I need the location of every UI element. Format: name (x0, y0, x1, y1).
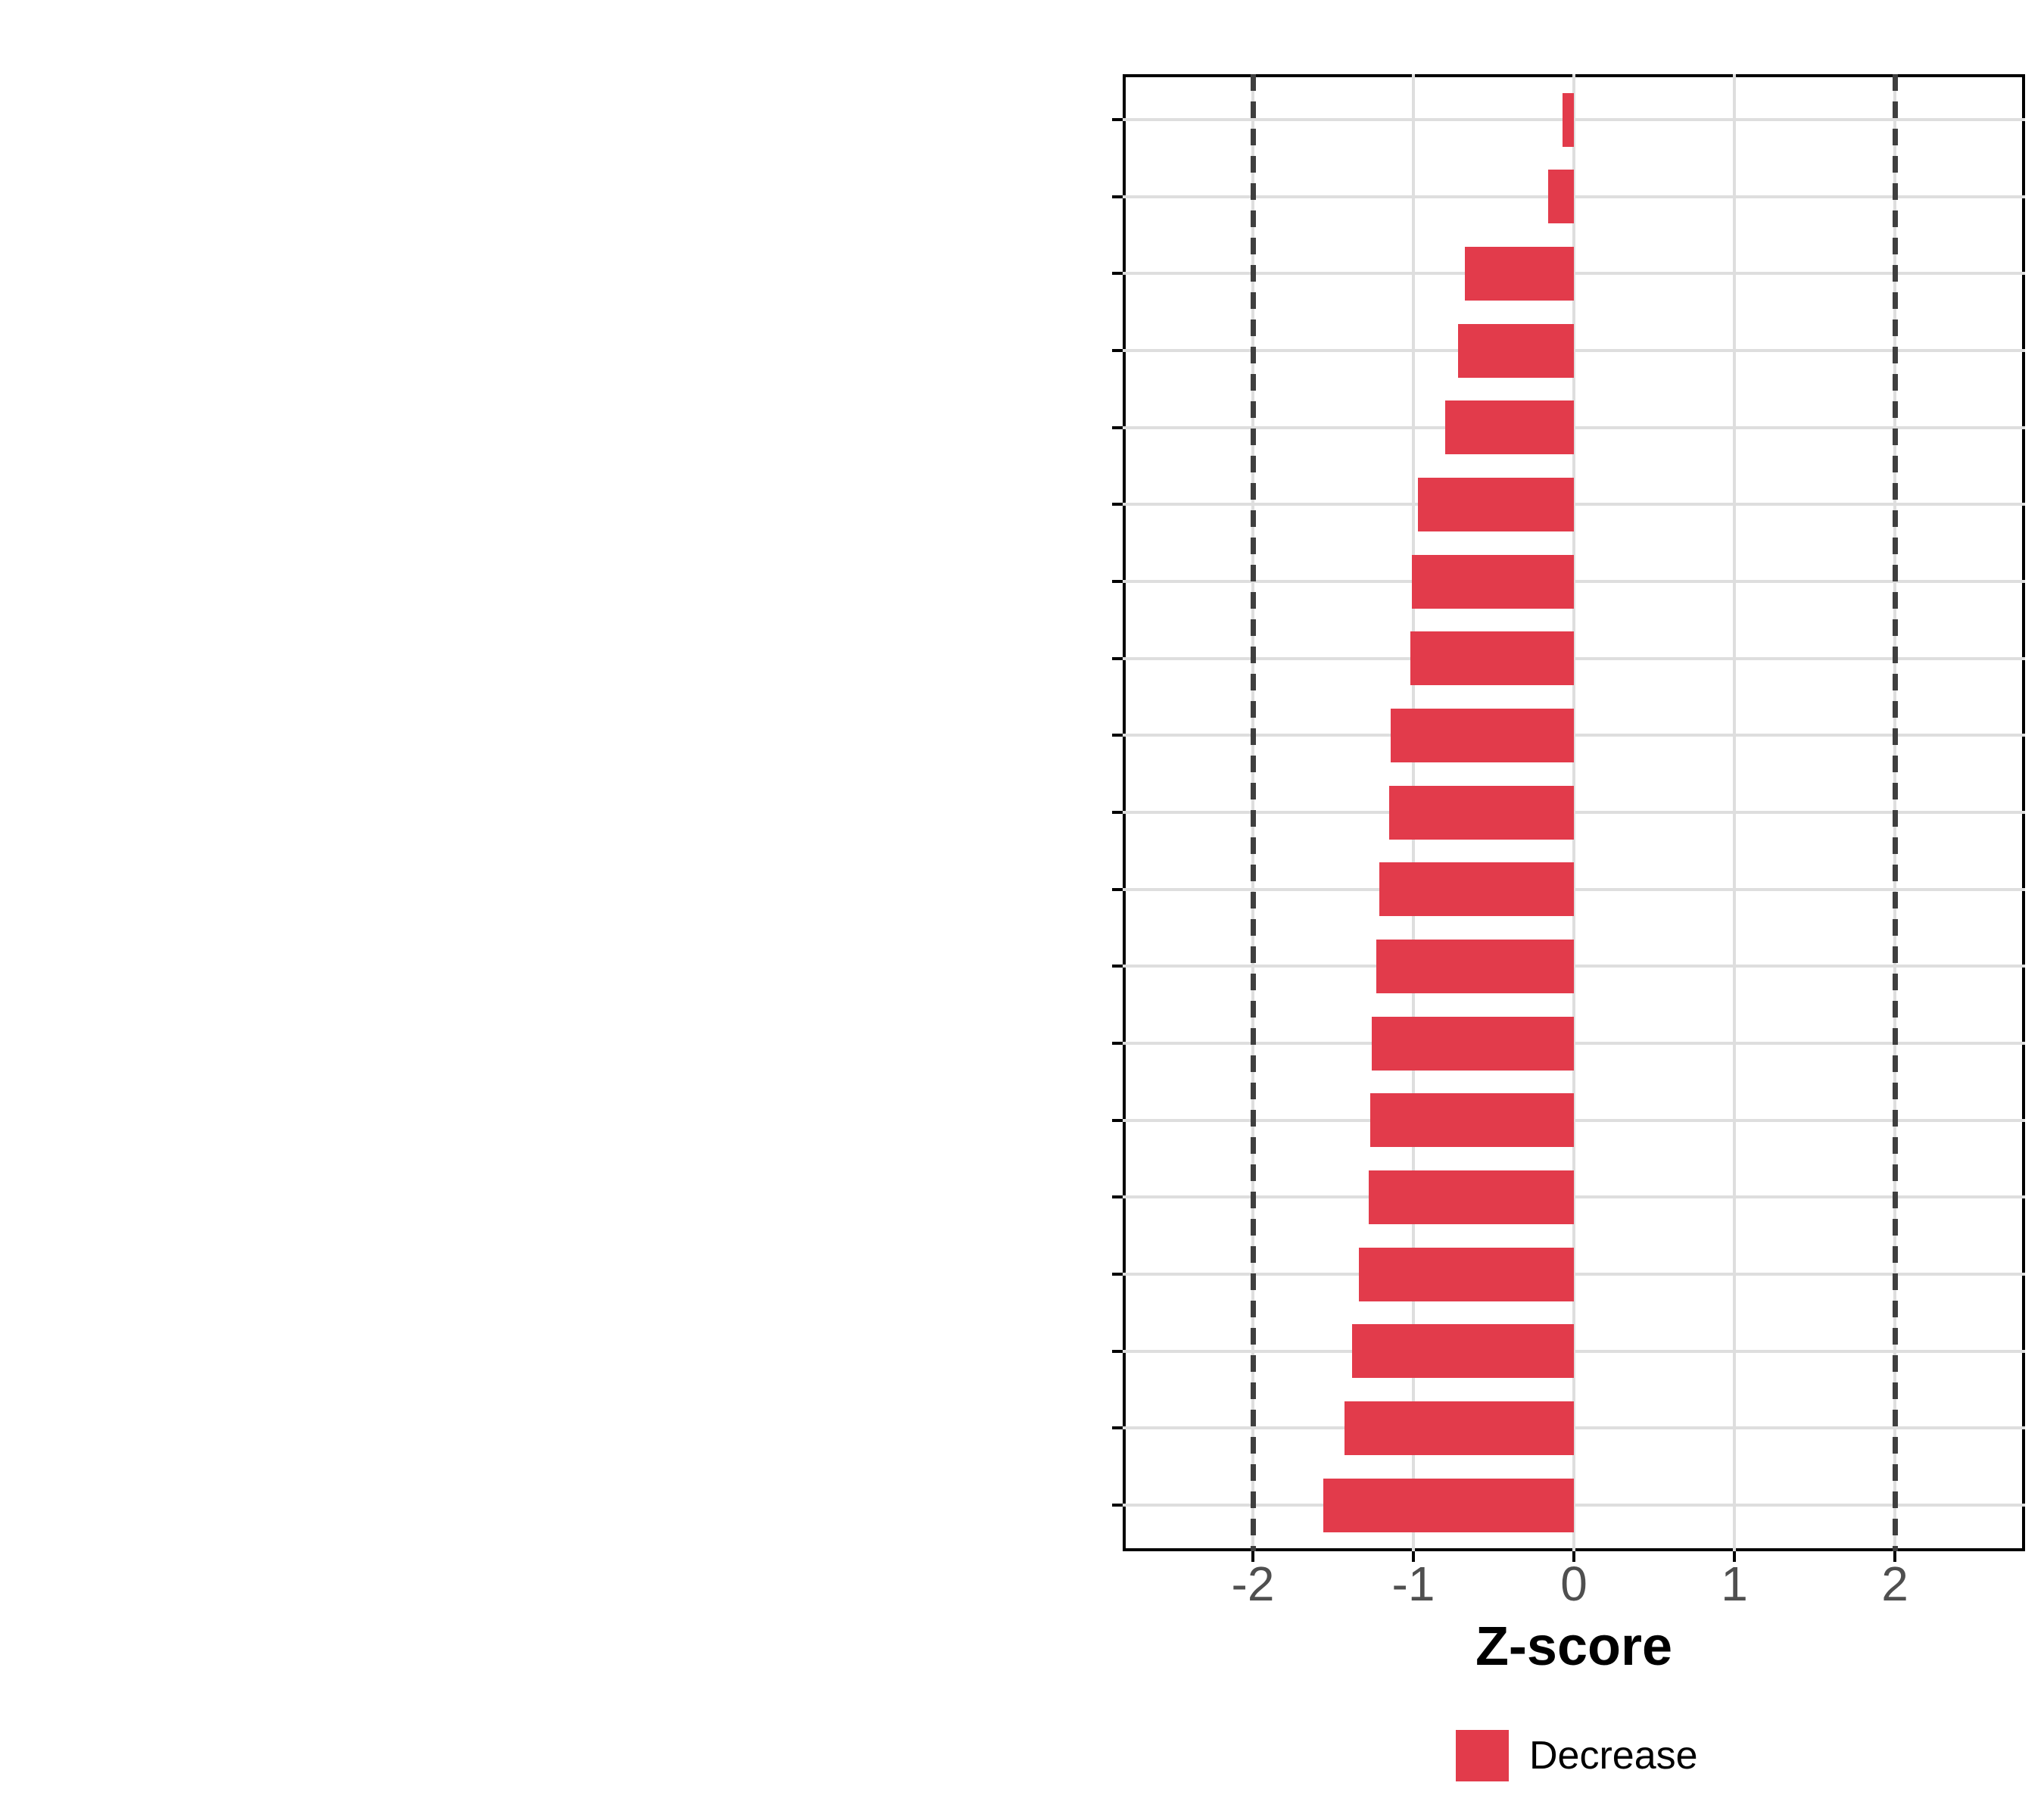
bar-protein-families-metabolism (1379, 862, 1574, 917)
bar-biosynthesis-of-other-secondary-metabolites (1369, 1093, 1574, 1148)
x-axis-tick (1251, 1551, 1254, 1562)
major-gridline-row (1123, 734, 2025, 737)
major-gridline-row (1123, 887, 2025, 891)
major-gridline-row (1123, 195, 2025, 198)
y-axis-tick (1112, 272, 1123, 276)
dashed-reference-line--2 (1250, 74, 1256, 1551)
bar-cellular-processes (1368, 1170, 1574, 1224)
y-axis-tick (1112, 503, 1123, 506)
y-axis-tick (1112, 1195, 1123, 1199)
major-gridline-row (1123, 580, 2025, 584)
major-gridline-row (1123, 118, 2025, 121)
y-axis-tick (1112, 580, 1123, 584)
y-axis-tick (1112, 1426, 1123, 1430)
bar-amino-acid-metabolism (1464, 246, 1574, 301)
y-axis-tick (1112, 425, 1123, 429)
x-axis-tick (1412, 1551, 1415, 1562)
x-tick-label--2: -2 (1231, 1557, 1275, 1611)
y-axis-tick (1112, 656, 1123, 660)
bar-lipid-metabolism (1352, 1324, 1574, 1379)
major-gridline-row (1123, 349, 2025, 352)
bar-nucleotide-metabolism (1344, 1401, 1574, 1455)
y-axis-tick (1112, 1349, 1123, 1353)
x-axis-tick (1572, 1551, 1575, 1562)
major-gridline-row (1123, 272, 2025, 276)
x-tick-label-1: 1 (1721, 1557, 1748, 1611)
major-gridline-row (1123, 1118, 2025, 1122)
major-gridline-row (1123, 1273, 2025, 1276)
y-axis-tick (1112, 887, 1123, 891)
x-tick-label--1: -1 (1391, 1557, 1435, 1611)
y-axis-tick (1112, 734, 1123, 737)
major-gridline-row (1123, 656, 2025, 660)
y-axis-tick (1112, 349, 1123, 352)
y-axis-tick (1112, 195, 1123, 198)
x-tick-label-0: 0 (1560, 1557, 1588, 1611)
bar-protein-families-genetic-information-processing (1358, 1247, 1574, 1301)
x-axis-title: Z-score (1475, 1616, 1673, 1677)
major-gridline-row (1123, 1195, 2025, 1199)
bar-environmental-information-processing (1376, 939, 1574, 993)
y-axis-tick (1112, 1118, 1123, 1122)
major-gridline-row (1123, 1042, 2025, 1046)
major-gridline-row (1123, 425, 2025, 429)
y-axis-tick (1112, 118, 1123, 121)
y-axis-tick (1112, 811, 1123, 815)
legend-label-decrease: Decrease (1529, 1734, 1698, 1778)
dashed-reference-line-2 (1892, 74, 1898, 1551)
major-gridline-row (1123, 503, 2025, 506)
major-gridline-row (1123, 1504, 2025, 1507)
y-axis-tick (1112, 965, 1123, 968)
bar-energy-metabolism (1563, 92, 1574, 147)
y-axis-tick (1112, 1042, 1123, 1046)
y-axis-tick (1112, 1273, 1123, 1276)
bar-organismal-systems (1418, 477, 1574, 531)
major-gridline-row (1123, 965, 2025, 968)
x-tick-label-2: 2 (1881, 1557, 1908, 1611)
bar-xenobiotics-biodegradation-and-metabolism (1371, 1016, 1574, 1071)
bar-metabolism-of-cofactors-and-vitamins (1458, 323, 1574, 378)
major-gridline-row (1123, 1426, 2025, 1430)
major-gridline-row (1123, 1349, 2025, 1353)
bar-metabolism-of-terpenoids-and-polyketides (1445, 400, 1574, 455)
bar-genetic-information-processing (1389, 785, 1574, 840)
bar-carbohydrate-metabolism (1410, 631, 1574, 686)
bar-glycan-biosynthesis-and-metabolism (1323, 1478, 1574, 1532)
x-axis-tick (1733, 1551, 1736, 1562)
bar-protein-families-signaling-and-cellular-processes (1391, 708, 1574, 762)
major-gridline-row (1123, 811, 2025, 815)
legend-swatch-decrease (1456, 1730, 1509, 1781)
y-axis-tick (1112, 1504, 1123, 1507)
bar-metabolism-of-other-amino-acids (1548, 170, 1574, 224)
bar-human-diseases (1411, 554, 1574, 609)
x-axis-tick (1893, 1551, 1896, 1562)
